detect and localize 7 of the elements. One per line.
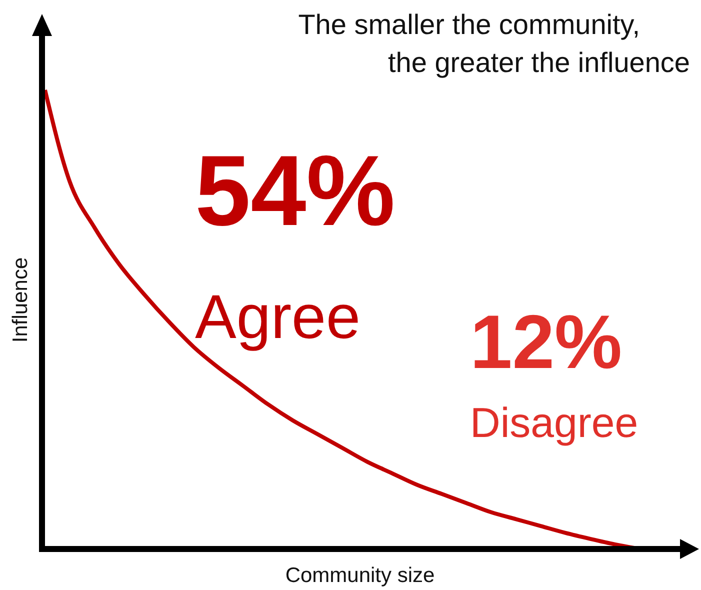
chart-title: The smaller the community, the greater the influence <box>298 9 690 78</box>
x-axis-title: Community size <box>285 564 435 587</box>
y-axis-title: Influence <box>9 257 32 343</box>
annotation: 12% <box>470 300 622 385</box>
annotation: Disagree <box>470 399 638 446</box>
annotation: Agree <box>195 283 360 352</box>
annotation: 54% <box>195 135 396 247</box>
